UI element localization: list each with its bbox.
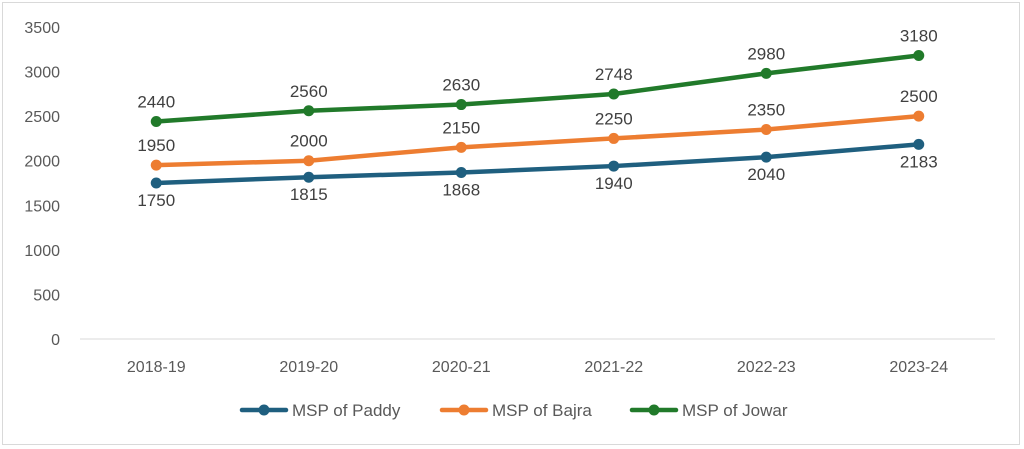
data-label-msp-of-jowar: 3180	[900, 27, 938, 46]
y-tick-label: 1000	[24, 243, 60, 260]
data-point-msp-of-paddy	[913, 138, 925, 150]
x-tick-label: 2023-24	[889, 359, 948, 376]
legend-marker-msp-of-bajra	[458, 404, 470, 416]
data-point-msp-of-paddy	[150, 177, 162, 189]
data-label-msp-of-paddy: 1815	[290, 185, 328, 204]
data-label-msp-of-paddy: 2183	[900, 152, 938, 171]
data-point-msp-of-jowar	[455, 99, 467, 111]
y-tick-label: 500	[33, 287, 60, 304]
data-point-msp-of-jowar	[303, 105, 315, 117]
data-label-msp-of-bajra: 2150	[442, 118, 480, 137]
legend-marker-msp-of-jowar	[648, 404, 660, 416]
x-tick-label: 2018-19	[127, 359, 186, 376]
legend-label-msp-of-jowar: MSP of Jowar	[682, 401, 788, 420]
data-point-msp-of-jowar	[760, 67, 772, 79]
x-axis-ticks: 2018-19 2019-20 2020-21 2021-22 2022-23 2023-…	[127, 359, 948, 376]
x-tick-label: 2022-23	[737, 359, 796, 376]
data-label-msp-of-paddy: 1940	[595, 174, 633, 193]
y-axis-ticks: 0 500 1000 1500 2000 2500 3000 3500	[24, 20, 60, 349]
data-point-msp-of-bajra	[608, 132, 620, 144]
y-tick-label: 0	[51, 332, 60, 349]
data-point-msp-of-bajra	[913, 110, 925, 122]
series-layer	[150, 50, 925, 189]
data-point-msp-of-bajra	[303, 155, 315, 167]
y-tick-label: 1500	[24, 198, 60, 215]
series-line-msp-of-paddy	[154, 142, 921, 186]
data-label-msp-of-paddy: 1750	[137, 191, 175, 210]
data-point-msp-of-paddy	[608, 160, 620, 172]
data-point-msp-of-jowar	[913, 50, 925, 62]
data-point-msp-of-bajra	[455, 141, 467, 153]
data-label-msp-of-paddy: 1868	[442, 180, 480, 199]
data-label-msp-of-jowar: 2748	[595, 65, 633, 84]
data-label-msp-of-jowar: 2630	[442, 76, 480, 95]
legend: MSP of Paddy MSP of Bajra MSP of Jowar	[239, 401, 788, 420]
legend-label-msp-of-bajra: MSP of Bajra	[492, 401, 592, 420]
y-tick-label: 2500	[24, 109, 60, 126]
y-tick-label: 2000	[24, 154, 60, 171]
series-line-msp-of-jowar	[154, 53, 921, 124]
data-label-msp-of-paddy: 2040	[747, 165, 785, 184]
data-point-msp-of-paddy	[303, 171, 315, 183]
data-point-msp-of-jowar	[150, 115, 162, 127]
data-label-msp-of-jowar: 2560	[290, 82, 328, 101]
legend-label-msp-of-paddy: MSP of Paddy	[292, 401, 401, 420]
data-label-msp-of-bajra: 2000	[290, 132, 328, 151]
data-label-msp-of-jowar: 2440	[137, 92, 175, 111]
series-line-msp-of-bajra	[154, 113, 921, 168]
data-labels-layer: 1750 1815 1868 1940 2040 2183 1950 2000 2150 2250…	[137, 27, 937, 210]
data-label-msp-of-bajra: 2500	[900, 87, 938, 106]
y-tick-label: 3500	[24, 20, 60, 37]
data-point-msp-of-bajra	[150, 159, 162, 171]
data-label-msp-of-bajra: 1950	[137, 136, 175, 155]
data-label-msp-of-bajra: 2350	[747, 101, 785, 120]
data-label-msp-of-bajra: 2250	[595, 109, 633, 128]
x-tick-label: 2021-22	[584, 359, 643, 376]
data-point-msp-of-jowar	[608, 88, 620, 100]
x-tick-label: 2020-21	[432, 359, 491, 376]
x-tick-label: 2019-20	[279, 359, 338, 376]
data-point-msp-of-paddy	[760, 151, 772, 163]
data-point-msp-of-bajra	[760, 124, 772, 136]
y-tick-label: 3000	[24, 65, 60, 82]
data-point-msp-of-paddy	[455, 166, 467, 178]
data-label-msp-of-jowar: 2980	[747, 44, 785, 63]
legend-marker-msp-of-paddy	[258, 404, 270, 416]
